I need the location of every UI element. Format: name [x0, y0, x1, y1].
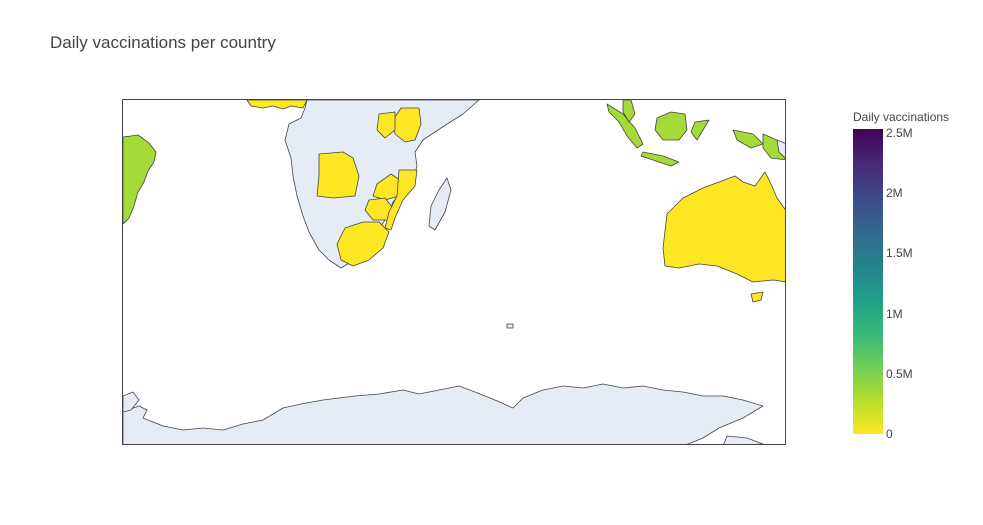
colorbar-tick: 2.5M	[886, 126, 913, 140]
country-brazil[interactable]	[123, 134, 157, 225]
new-guinea-grey	[776, 139, 785, 159]
antarctic-islands	[723, 435, 764, 444]
country-mozambique[interactable]	[384, 169, 418, 231]
colorbar-gradient	[853, 129, 883, 434]
chart-title: Daily vaccinations per country	[50, 33, 276, 52]
country-indonesia-sulawesi[interactable]	[690, 119, 710, 141]
south-america-tip	[123, 391, 140, 413]
colorbar-tick: 1.5M	[886, 246, 913, 261]
country-indonesia-borneo[interactable]	[654, 111, 688, 141]
country-malaysia[interactable]	[622, 100, 636, 123]
madagascar	[428, 177, 452, 231]
country-angola[interactable]	[316, 151, 360, 199]
country-australia[interactable]	[662, 171, 786, 283]
colorbar-tick: 2M	[886, 186, 903, 201]
country-indonesia-java[interactable]	[640, 151, 680, 167]
antarctica-landmass	[123, 383, 764, 444]
map-frame[interactable]	[122, 99, 786, 445]
country-australia-tasmania[interactable]	[750, 291, 764, 303]
country-rwanda[interactable]	[376, 111, 396, 139]
country-south-africa[interactable]	[336, 221, 390, 267]
country-indonesia-east[interactable]	[732, 129, 764, 149]
colorbar-title: Daily vaccinations	[853, 110, 950, 124]
small-island	[506, 323, 514, 329]
colorbar-tick: 1M	[886, 306, 903, 321]
colorbar-tick: 0.5M	[886, 366, 913, 381]
colorbar-tick: 0	[886, 427, 893, 441]
choropleth-map[interactable]	[123, 100, 786, 445]
country-north-africa[interactable]	[246, 100, 308, 110]
